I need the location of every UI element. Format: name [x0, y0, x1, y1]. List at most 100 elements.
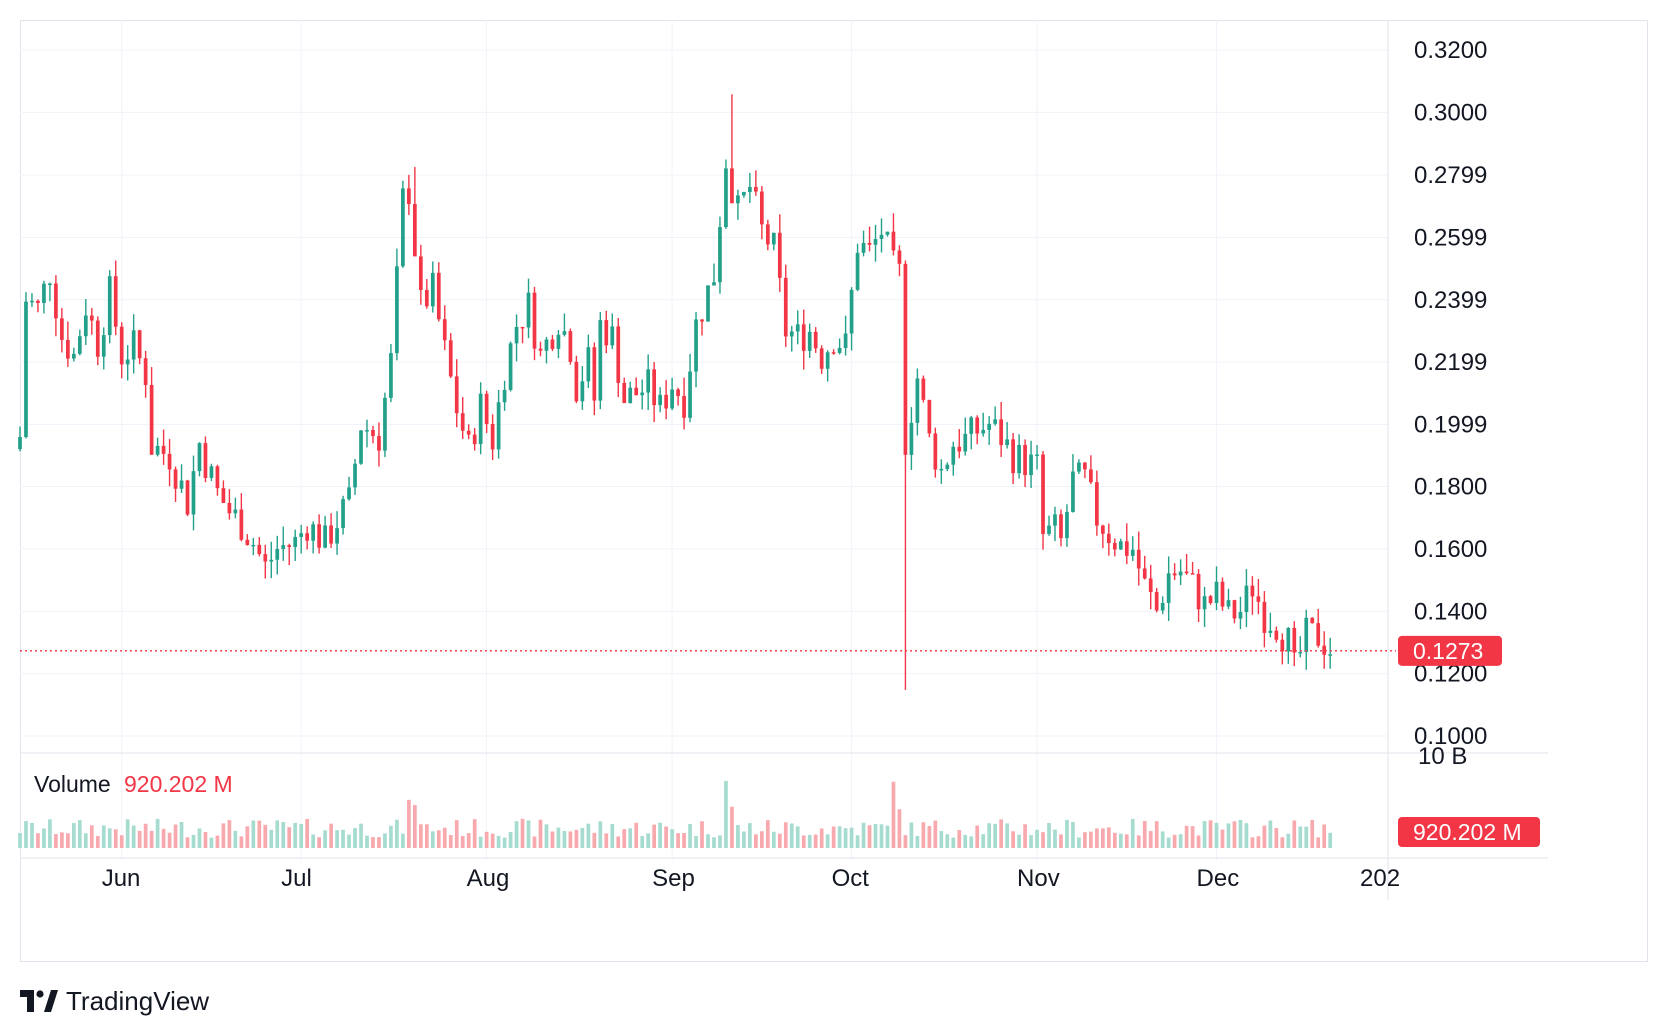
volume-bar	[149, 830, 154, 848]
volume-bar	[957, 830, 962, 848]
volume-bar	[54, 834, 58, 848]
candle-body	[245, 539, 250, 546]
candle-body	[825, 352, 830, 369]
volume-bar	[837, 826, 842, 848]
candle-body	[42, 283, 46, 303]
candle-body	[1262, 601, 1267, 633]
candle-body	[1035, 454, 1039, 457]
volume-bar	[1310, 819, 1315, 848]
volume-bar	[36, 833, 40, 848]
candle-body	[532, 292, 537, 349]
y-tick-label: 0.3000	[1414, 99, 1487, 126]
volume-bar	[389, 825, 393, 848]
volume-bar	[580, 827, 585, 848]
candle-body	[1041, 454, 1045, 534]
candle-body	[574, 361, 579, 402]
volume-bar	[1029, 835, 1033, 848]
candle-body	[670, 389, 674, 409]
candle-body	[1166, 573, 1171, 603]
candle-body	[30, 300, 34, 303]
volume-bar	[885, 825, 890, 848]
candle-body	[1208, 596, 1213, 603]
candle-body	[418, 256, 423, 290]
y-tick-label: 0.3200	[1414, 37, 1487, 64]
candle-body	[353, 463, 357, 488]
volume-bar	[831, 826, 836, 848]
x-tick-label: Nov	[1017, 865, 1060, 892]
volume-bar	[771, 831, 776, 848]
volume-bar	[1286, 833, 1291, 848]
volume-bar	[215, 835, 220, 848]
tradingview-logo-icon	[20, 990, 58, 1012]
candle-body	[95, 320, 100, 357]
candle-body	[442, 319, 447, 341]
candle-body	[155, 445, 160, 455]
candle-body	[281, 545, 286, 549]
candle-body	[610, 326, 615, 346]
volume-bar	[538, 819, 543, 848]
candle-body	[215, 466, 220, 489]
candle-body	[526, 292, 531, 328]
candle-body	[544, 339, 549, 351]
volume-bar	[472, 819, 477, 848]
volume-bar	[478, 836, 483, 848]
candle-body	[987, 423, 992, 430]
volume-bar	[131, 825, 136, 848]
candle-body	[736, 195, 740, 204]
x-tick-label: Jul	[281, 865, 312, 892]
candle-body	[1005, 439, 1009, 446]
candle-body	[1017, 444, 1021, 474]
candle-body	[24, 301, 28, 438]
candle-body	[389, 353, 393, 398]
candle-body	[1095, 482, 1099, 526]
volume-bar	[1041, 832, 1045, 848]
volume-bar	[119, 835, 124, 848]
candle-body	[107, 276, 112, 336]
volume-bar	[789, 823, 794, 848]
volume-bar	[873, 824, 878, 848]
tradingview-logo[interactable]: TradingView	[20, 984, 209, 1018]
volume-bar	[1071, 821, 1075, 848]
volume-bar	[544, 824, 549, 848]
volume-bar	[1160, 831, 1165, 848]
candle-body	[867, 242, 872, 245]
candle-body	[1280, 639, 1285, 652]
candle-body	[167, 453, 172, 470]
volume-bar	[60, 832, 64, 848]
candle-body	[1011, 439, 1015, 474]
chart-frame[interactable]	[20, 20, 1648, 962]
volume-bar	[239, 836, 244, 848]
candle-body	[347, 487, 351, 500]
volume-bar	[383, 833, 387, 848]
volume-bar	[1059, 834, 1063, 848]
volume-bar	[634, 822, 639, 848]
candle-body	[909, 422, 914, 455]
volume-bar	[939, 831, 944, 848]
candle-body	[1148, 578, 1153, 593]
candle-body	[646, 369, 651, 393]
candle-body	[125, 359, 130, 365]
candle-body	[173, 469, 178, 489]
volume-bar	[490, 833, 495, 848]
candle-body	[48, 283, 52, 286]
volume-bar	[329, 823, 333, 848]
candle-body	[83, 315, 88, 337]
volume-bar	[1268, 820, 1273, 848]
candle-body	[819, 348, 824, 369]
volume-bar	[526, 820, 531, 848]
candle-body	[1274, 630, 1279, 640]
volume-bar	[819, 828, 824, 848]
volume-bar	[1190, 826, 1195, 848]
candle-body	[341, 499, 345, 529]
candle-body	[981, 429, 986, 434]
volume-bar	[622, 829, 627, 848]
volume-bar	[514, 821, 519, 848]
candle-body	[311, 524, 316, 541]
volume-bar	[245, 826, 250, 848]
volume-bar	[1065, 819, 1069, 848]
volume-bar	[777, 833, 782, 848]
x-tick-label: Aug	[467, 865, 510, 892]
x-tick-label: Jun	[102, 865, 141, 892]
candle-body	[395, 266, 399, 354]
